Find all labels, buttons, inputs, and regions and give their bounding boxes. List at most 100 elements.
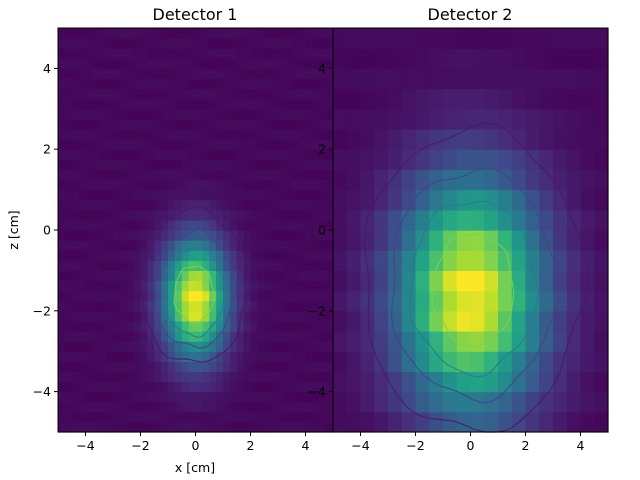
heatmap-cell <box>278 28 286 39</box>
heatmap-cell <box>333 169 348 191</box>
heatmap-cell <box>106 260 114 271</box>
heatmap-cell <box>333 331 348 352</box>
heatmap-cell <box>106 189 114 201</box>
heatmap-cell <box>202 68 210 80</box>
heatmap-cell <box>113 129 121 140</box>
heatmap-cell <box>456 371 472 393</box>
heatmap-cell <box>99 28 107 39</box>
heatmap-cell <box>202 320 210 332</box>
heatmap-cell <box>195 411 203 423</box>
heatmap-cell <box>168 28 176 39</box>
heatmap-cell <box>119 421 128 433</box>
heatmap-cell <box>133 331 142 342</box>
heatmap-cell <box>154 219 162 231</box>
heatmap-cell <box>264 108 272 120</box>
heatmap-cell <box>284 230 293 241</box>
heatmap-cell <box>181 179 190 191</box>
heatmap-cell <box>202 78 210 90</box>
heatmap-cell <box>278 129 286 140</box>
heatmap-cell <box>168 118 176 130</box>
heatmap-cell <box>312 401 320 413</box>
heatmap-cell <box>236 48 245 59</box>
heatmap-cell <box>92 139 100 150</box>
heatmap-cell <box>147 381 155 393</box>
x-tick-label: 0 <box>467 438 475 453</box>
heatmap-cell <box>99 391 107 403</box>
heatmap-cell <box>264 78 272 90</box>
heatmap-cell <box>209 169 217 181</box>
heatmap-cell <box>64 118 73 130</box>
heatmap-cell <box>188 341 197 352</box>
heatmap-cell <box>133 310 142 322</box>
heatmap-cell <box>99 250 107 261</box>
heatmap-cell <box>154 421 162 433</box>
heatmap-cell <box>229 250 238 261</box>
heatmap-cell <box>484 129 499 150</box>
heatmap-cell <box>188 331 197 342</box>
heatmap-cell <box>566 108 582 130</box>
heatmap-cell <box>257 139 265 150</box>
heatmap-cell <box>511 331 527 352</box>
heatmap-cell <box>202 250 210 261</box>
heatmap-cell <box>161 98 169 110</box>
heatmap-cell <box>443 68 458 90</box>
heatmap-cell <box>133 149 142 160</box>
heatmap-cell <box>250 179 258 191</box>
heatmap-cell <box>236 129 245 140</box>
heatmap-cell <box>243 209 252 221</box>
heatmap-cell <box>174 209 183 221</box>
heatmap-cell <box>284 139 293 150</box>
heatmap-cell <box>443 88 458 110</box>
heatmap-cell <box>580 88 595 110</box>
heatmap-cell <box>154 179 162 191</box>
heatmap-cell <box>58 38 66 49</box>
heatmap-cell <box>161 28 169 39</box>
heatmap-cell <box>539 129 554 150</box>
heatmap-cell <box>119 260 128 271</box>
detector-1-x-axis-label: x [cm] <box>175 460 215 475</box>
heatmap-cell <box>312 230 320 241</box>
heatmap-cell <box>71 199 80 211</box>
heatmap-cell <box>566 270 582 292</box>
heatmap-cell <box>174 98 183 110</box>
heatmap-cell <box>594 68 609 90</box>
heatmap-cell <box>264 240 272 251</box>
heatmap-cell <box>58 240 66 251</box>
heatmap-cell <box>202 189 210 201</box>
heatmap-cell <box>298 28 307 39</box>
x-tick-label: −4 <box>351 438 369 453</box>
heatmap-cell <box>216 38 224 49</box>
heatmap-cell <box>113 331 121 342</box>
heatmap-cell <box>484 290 499 312</box>
heatmap-cell <box>456 129 472 150</box>
heatmap-cell <box>305 179 313 191</box>
heatmap-cell <box>216 129 224 140</box>
heatmap-cell <box>312 38 320 49</box>
heatmap-cell <box>71 219 80 231</box>
heatmap-cell <box>594 411 609 433</box>
heatmap-cell <box>64 68 73 80</box>
heatmap-cell <box>223 118 231 130</box>
heatmap-cell <box>298 331 307 342</box>
heatmap-cell <box>401 310 417 332</box>
heatmap-cell <box>188 209 197 221</box>
heatmap-cell <box>174 290 183 302</box>
heatmap-cell <box>71 401 80 413</box>
y-tick-label: −4 <box>33 384 51 399</box>
heatmap-cell <box>195 270 203 282</box>
heatmap-cell <box>415 290 430 312</box>
heatmap-cell <box>168 88 176 100</box>
heatmap-cell <box>374 28 389 49</box>
heatmap-cell <box>181 371 190 383</box>
heatmap-cell <box>216 179 224 191</box>
heatmap-cell <box>106 280 114 292</box>
heatmap-cell <box>264 260 272 271</box>
heatmap-cell <box>326 28 334 39</box>
heatmap-cell <box>291 78 300 90</box>
heatmap-cell <box>64 411 73 423</box>
heatmap-cell <box>374 169 389 191</box>
heatmap-cell <box>64 320 73 332</box>
heatmap-cell <box>539 250 554 271</box>
heatmap-cell <box>119 189 128 201</box>
heatmap-cell <box>346 108 362 130</box>
